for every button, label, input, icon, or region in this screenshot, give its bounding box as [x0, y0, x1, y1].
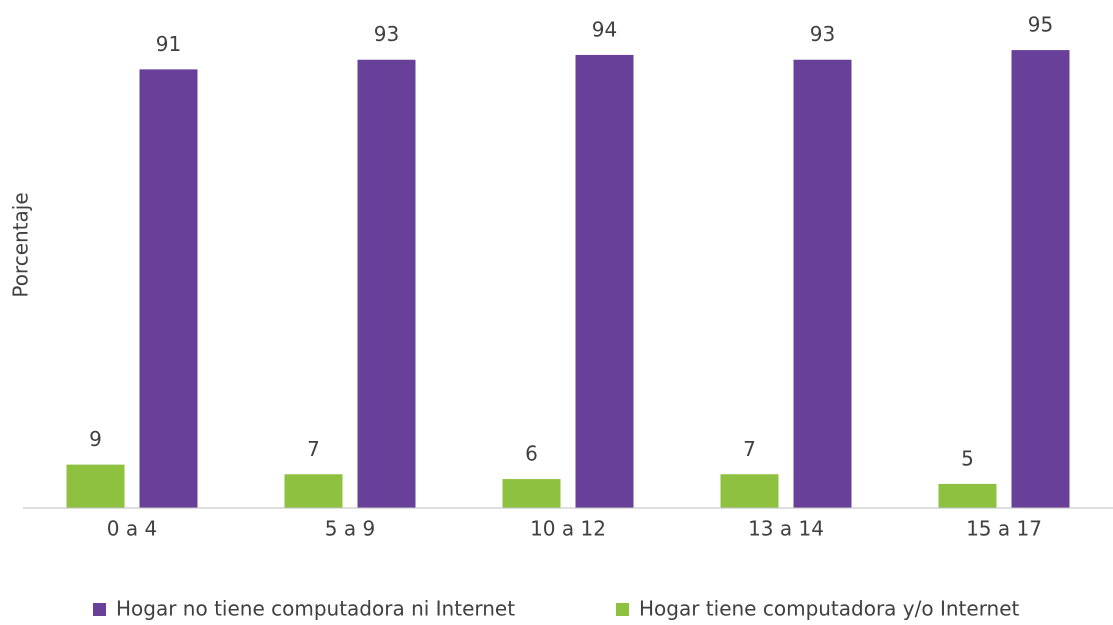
legend-label: Hogar tiene computadora y/o Internet	[639, 597, 1020, 621]
bar	[284, 474, 343, 508]
data-label: 95	[1028, 13, 1053, 37]
data-label: 94	[592, 17, 617, 41]
legend-label: Hogar no tiene computadora ni Internet	[116, 597, 515, 621]
data-label: 93	[374, 22, 399, 46]
bar	[502, 479, 561, 508]
legend-swatch	[93, 603, 106, 616]
data-label: 7	[307, 437, 320, 461]
x-tick-label: 0 a 4	[107, 517, 157, 541]
data-label: 9	[89, 427, 102, 451]
data-label: 5	[961, 446, 974, 470]
data-label: 6	[525, 442, 538, 466]
bar	[938, 483, 997, 508]
x-tick-label: 15 a 17	[966, 517, 1042, 541]
bar	[793, 59, 852, 509]
bar	[1011, 50, 1070, 508]
data-label: 91	[156, 32, 181, 56]
legend-swatch	[616, 603, 629, 616]
x-tick-label: 10 a 12	[530, 517, 606, 541]
x-tick-label: 13 a 14	[748, 517, 824, 541]
y-axis-title: Porcentaje	[9, 192, 33, 297]
bar	[139, 69, 198, 508]
bar	[575, 54, 634, 509]
bar	[357, 59, 416, 509]
bar	[66, 464, 125, 508]
data-label: 93	[810, 22, 835, 46]
bar	[720, 474, 779, 508]
x-tick-label: 5 a 9	[325, 517, 375, 541]
data-label: 7	[743, 437, 756, 461]
